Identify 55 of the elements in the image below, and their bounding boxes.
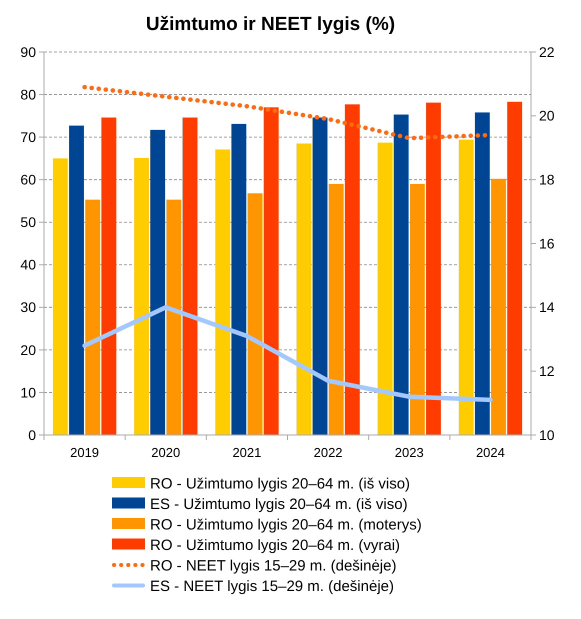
y-tick-label: 20 <box>20 342 36 358</box>
bar <box>296 143 312 435</box>
x-tick-label: 2023 <box>394 445 424 460</box>
y-tick-label: 0 <box>28 426 36 443</box>
y2-tick-label: 16 <box>539 235 555 252</box>
bar <box>394 114 409 435</box>
legend-label: ES - Užimtumo lygis 20–64 m. (iš viso) <box>150 496 408 513</box>
y-tick-label: 50 <box>20 214 36 230</box>
y2-tick-label: 10 <box>539 426 555 443</box>
y-tick-label: 40 <box>20 256 36 273</box>
legend-label: RO - Užimtumo lygis 20–64 m. (vyrai) <box>150 536 400 554</box>
line-series <box>82 305 493 402</box>
bar <box>150 130 166 435</box>
y-tick-label: 10 <box>20 384 36 400</box>
bar <box>182 118 198 435</box>
y2-tick-label: 20 <box>539 108 555 124</box>
bar <box>215 149 230 435</box>
legend-label: RO - Užimtumo lygis 20–64 m. (moterys) <box>150 516 422 534</box>
legend-label: RO - Užimtumo lygis 20–64 m. (iš viso) <box>150 475 410 492</box>
bar <box>69 126 84 435</box>
bar <box>426 102 441 435</box>
legend-label: ES - NEET lygis 15–29 m. (dešinėje) <box>150 578 394 595</box>
x-tick-label: 2022 <box>314 445 343 460</box>
legend-label: RO - NEET lygis 15–29 m. (dešinėje) <box>150 557 396 574</box>
x-tick-label: 2024 <box>476 445 505 460</box>
chart-title: Užimtumo ir NEET lygis (%) <box>146 14 396 35</box>
bar <box>378 142 392 435</box>
y2-tick-label: 14 <box>539 299 555 316</box>
bar <box>474 112 490 435</box>
x-tick-label: 2019 <box>70 445 100 460</box>
bar <box>491 178 506 435</box>
y-tick-label: 80 <box>20 86 36 102</box>
bar <box>134 158 149 435</box>
bar <box>166 200 182 435</box>
y2-tick-label: 22 <box>539 44 555 60</box>
bar <box>231 124 246 435</box>
bar <box>507 102 522 435</box>
x-tick-label: 2020 <box>151 445 180 460</box>
bar <box>248 193 262 435</box>
x-tick-label: 2021 <box>232 445 262 460</box>
bar <box>328 184 344 435</box>
y2-tick-label: 12 <box>539 363 555 380</box>
y-tick-label: 30 <box>20 299 36 316</box>
bar <box>344 104 360 435</box>
bar <box>52 158 68 435</box>
y-tick-label: 70 <box>20 129 36 146</box>
bar <box>312 118 328 435</box>
y2-tick-label: 18 <box>539 172 555 188</box>
y-tick-label: 60 <box>20 172 36 188</box>
y-tick-label: 90 <box>20 44 36 60</box>
bar <box>101 118 116 435</box>
bar <box>458 140 474 435</box>
bar <box>264 107 279 435</box>
bar <box>85 200 100 435</box>
bar <box>410 184 425 435</box>
